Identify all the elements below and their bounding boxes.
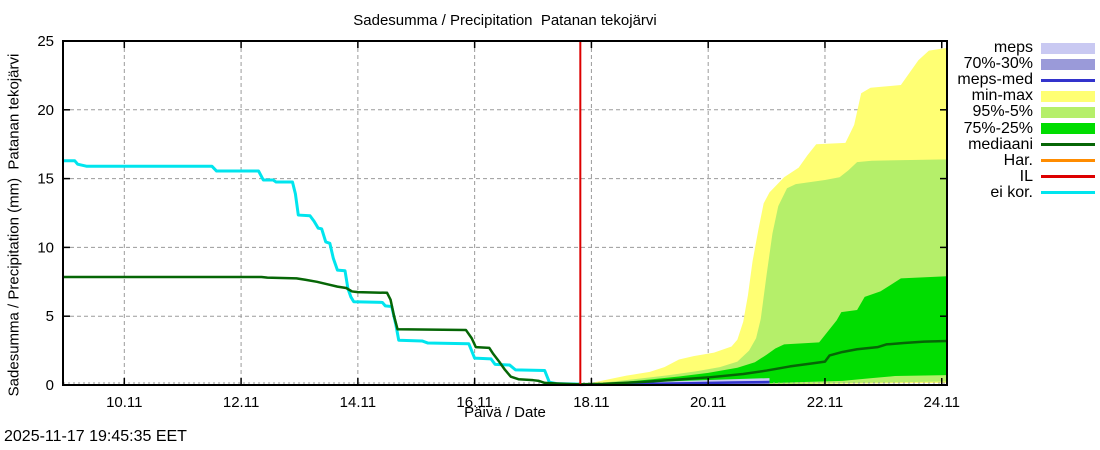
legend-label: Har. bbox=[1003, 151, 1033, 169]
legend-item-meps: meps bbox=[957, 39, 1095, 57]
band-75-25 bbox=[580, 276, 947, 385]
x-axis-label: Päivä / Date bbox=[464, 404, 546, 421]
legend-item-meps-med: meps-med bbox=[957, 71, 1095, 89]
legend-label: IL bbox=[1019, 167, 1033, 185]
legend-item-75-25: 75%-25% bbox=[957, 119, 1095, 137]
plot-border bbox=[62, 40, 948, 386]
x-tick-label: 16.11 bbox=[456, 394, 492, 411]
legend-swatch-meps bbox=[1041, 42, 1095, 54]
line-ei-kor bbox=[63, 159, 579, 386]
y-tick-label: 10 bbox=[37, 239, 54, 256]
y-tick-label: 0 bbox=[46, 377, 54, 394]
legend-swatch-70-30 bbox=[1041, 58, 1095, 70]
y-tick-label: 5 bbox=[46, 308, 54, 325]
legend-label: 75%-25% bbox=[963, 119, 1033, 137]
y-tick-label: 20 bbox=[37, 102, 54, 119]
legend-label: ei kor. bbox=[990, 183, 1033, 201]
legend-swatch-ei-kor bbox=[1041, 191, 1095, 195]
legend-swatch-meps-med bbox=[1041, 78, 1095, 82]
legend-label: 70%-30% bbox=[963, 55, 1033, 73]
legend: meps 70%-30% meps-med min-max 95%-5% 75%-25% m… bbox=[957, 39, 1095, 201]
x-tick-label: 24.11 bbox=[924, 394, 960, 411]
legend-item-70-30: 70%-30% bbox=[957, 55, 1095, 73]
legend-item-min-max: min-max bbox=[957, 87, 1095, 105]
legend-swatch-il bbox=[1041, 175, 1095, 179]
legend-item-mediaani: mediaani bbox=[957, 135, 1095, 153]
x-tick-label: 10.11 bbox=[106, 394, 142, 411]
legend-item-har: Har. bbox=[957, 151, 1095, 169]
legend-swatch-mediaani bbox=[1041, 143, 1095, 147]
legend-item-ei-kor: ei kor. bbox=[957, 183, 1095, 201]
x-tick-label: 18.11 bbox=[573, 394, 609, 411]
x-tick-label: 22.11 bbox=[807, 394, 843, 411]
y-tick-label: 25 bbox=[37, 33, 54, 50]
legend-label: 95%-5% bbox=[972, 103, 1033, 121]
legend-item-95-5: 95%-5% bbox=[957, 103, 1095, 121]
legend-swatch-har bbox=[1041, 159, 1095, 163]
legend-swatch-95-5 bbox=[1041, 106, 1095, 118]
legend-label: min-max bbox=[971, 87, 1033, 105]
chart-title: Sadesumma / Precipitation Patanan tekojä… bbox=[353, 12, 657, 29]
legend-swatch-min-max bbox=[1041, 90, 1095, 102]
legend-item-il: IL bbox=[957, 167, 1095, 185]
legend-label: meps-med bbox=[957, 71, 1033, 89]
legend-label: meps bbox=[993, 39, 1033, 57]
legend-label: mediaani bbox=[968, 135, 1033, 153]
x-tick-label: 20.11 bbox=[690, 394, 726, 411]
x-tick-label: 14.11 bbox=[340, 394, 376, 411]
y-tick-label: 15 bbox=[37, 171, 54, 188]
line-mediaani bbox=[63, 275, 948, 386]
legend-swatch-75-25 bbox=[1041, 123, 1095, 135]
timestamp: 2025-11-17 19:45:35 EET bbox=[4, 428, 187, 445]
x-tick-label: 12.11 bbox=[223, 394, 259, 411]
